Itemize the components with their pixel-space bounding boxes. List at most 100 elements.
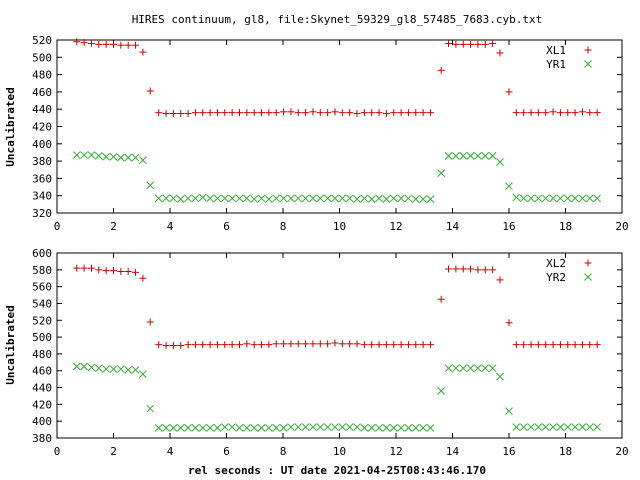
x-tick-label: 2 bbox=[110, 445, 117, 458]
data-point bbox=[250, 341, 258, 349]
x-tick-label: 18 bbox=[559, 220, 572, 233]
data-point bbox=[571, 109, 579, 117]
x-tick-label: 18 bbox=[559, 445, 572, 458]
data-point bbox=[294, 423, 303, 431]
data-point bbox=[132, 41, 140, 49]
data-point bbox=[250, 109, 258, 117]
data-point bbox=[505, 88, 513, 96]
data-point bbox=[257, 194, 266, 203]
data-point bbox=[549, 341, 557, 349]
data-point bbox=[505, 319, 513, 327]
data-point bbox=[146, 181, 155, 190]
data-point bbox=[585, 194, 594, 203]
data-point bbox=[519, 423, 528, 431]
x-tick-label: 4 bbox=[167, 445, 174, 458]
data-point bbox=[272, 340, 280, 348]
data-point bbox=[437, 295, 445, 303]
x-tick-label: 10 bbox=[333, 220, 346, 233]
data-point bbox=[280, 340, 288, 348]
y-tick-label: 480 bbox=[32, 348, 52, 361]
data-point bbox=[177, 110, 185, 118]
x-tick-label: 20 bbox=[615, 445, 628, 458]
data-point bbox=[419, 341, 427, 349]
data-point bbox=[309, 340, 317, 348]
data-point bbox=[404, 424, 413, 432]
data-point bbox=[265, 109, 273, 117]
data-point bbox=[243, 340, 251, 348]
data-point bbox=[534, 341, 542, 349]
data-point bbox=[445, 265, 453, 273]
data-point bbox=[309, 108, 317, 116]
data-point bbox=[534, 423, 543, 431]
plot-panel-bottom: 0 2 4 6 8 10 12 14 16 18 20 380 400 420 440 460 480 500 52… bbox=[4, 247, 629, 458]
y-tick-label: 320 bbox=[32, 207, 52, 220]
data-point bbox=[488, 364, 497, 373]
data-point bbox=[228, 423, 237, 431]
y-tick-label: 400 bbox=[32, 415, 52, 428]
data-point bbox=[563, 423, 572, 431]
y-tick-label: 340 bbox=[32, 190, 52, 203]
data-point bbox=[287, 340, 295, 348]
data-point bbox=[199, 341, 207, 349]
data-point bbox=[571, 341, 579, 349]
data-point bbox=[331, 194, 339, 203]
data-point bbox=[426, 341, 434, 349]
data-point bbox=[353, 195, 361, 204]
data-point bbox=[411, 424, 420, 432]
data-point bbox=[353, 110, 361, 118]
data-point bbox=[397, 341, 405, 349]
data-point bbox=[481, 364, 490, 373]
plot-panel-top: 0 2 4 6 8 10 12 14 16 18 20 320 340 360 380 400 420 440 46… bbox=[4, 34, 629, 233]
data-point bbox=[549, 194, 557, 203]
data-point bbox=[404, 341, 412, 349]
data-point bbox=[102, 152, 111, 161]
data-point bbox=[309, 423, 317, 431]
data-point bbox=[360, 341, 368, 349]
data-point bbox=[426, 109, 434, 117]
data-point bbox=[169, 110, 177, 118]
data-point bbox=[80, 39, 88, 47]
data-point bbox=[287, 423, 295, 431]
data-point bbox=[95, 40, 103, 48]
data-point bbox=[542, 341, 550, 349]
data-point bbox=[124, 41, 132, 49]
data-point bbox=[177, 342, 185, 349]
data-point bbox=[102, 267, 110, 275]
legend-marker bbox=[584, 46, 592, 54]
data-point bbox=[466, 152, 475, 160]
data-point bbox=[452, 40, 460, 48]
legend-label: YR1 bbox=[546, 58, 566, 71]
data-point bbox=[213, 194, 222, 203]
data-point bbox=[316, 109, 324, 117]
data-point bbox=[549, 108, 557, 116]
data-point bbox=[520, 109, 528, 117]
data-point bbox=[593, 109, 601, 117]
data-point bbox=[169, 424, 178, 432]
data-point bbox=[556, 194, 565, 203]
data-point bbox=[459, 364, 468, 373]
data-point bbox=[294, 340, 302, 348]
data-point bbox=[162, 342, 170, 349]
data-point bbox=[302, 109, 310, 117]
data-point bbox=[397, 424, 405, 432]
data-point bbox=[459, 40, 467, 48]
data-point bbox=[102, 365, 111, 373]
data-point bbox=[411, 195, 420, 204]
data-point bbox=[474, 40, 482, 48]
data-point bbox=[345, 194, 354, 203]
data-point bbox=[437, 66, 445, 74]
y-tick-label: 600 bbox=[32, 247, 52, 260]
data-point bbox=[116, 365, 125, 373]
data-point bbox=[338, 423, 347, 431]
data-point bbox=[257, 424, 266, 432]
data-point bbox=[198, 193, 207, 202]
data-point bbox=[512, 341, 520, 349]
data-point bbox=[549, 423, 557, 431]
data-point bbox=[324, 109, 332, 117]
y-tick-label: 460 bbox=[32, 365, 52, 378]
data-point bbox=[139, 156, 147, 165]
data-point bbox=[272, 424, 281, 432]
data-point bbox=[489, 266, 497, 274]
plot-frame bbox=[56, 39, 623, 214]
data-point bbox=[109, 152, 118, 161]
